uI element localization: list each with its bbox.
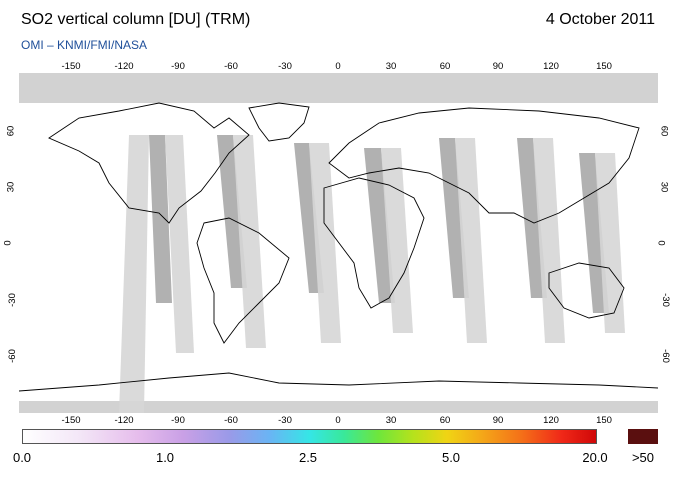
map-date: 4 October 2011 [545,11,655,28]
lat-label-right: 60 [658,125,670,137]
lat-label-left: -60 [6,349,18,363]
map-subtitle: OMI – KNMI/FMI/NASA [21,38,148,52]
swath-light-strip [309,143,341,343]
so2-map [19,73,658,413]
colorbar-label: 20.0 [582,450,608,465]
coastlines [19,102,658,392]
lat-label-left: -30 [6,293,18,307]
swath-dark-strip [439,138,469,298]
lon-label-bottom: -60 [224,415,238,426]
lon-label-top: 120 [543,61,559,72]
swath-light-strip [533,138,565,343]
lon-label-bottom: 90 [492,415,504,426]
coastline-greenland [248,102,310,142]
lon-label-bottom: 120 [543,415,559,426]
swath-light-strip [455,138,487,343]
lon-label-top: 60 [439,61,451,72]
coastline-south-america [196,217,290,344]
swath-dark-strip [364,148,395,303]
swath-light-strip [233,135,266,348]
lon-label-top: -60 [224,61,238,72]
lon-label-top: 150 [596,61,612,72]
lat-label-left: 0 [2,240,14,246]
colorbar-overflow-swatch [628,429,658,444]
colorbar-overflow-label: >50 [631,450,655,465]
lon-label-top: -90 [171,61,185,72]
colorbar-label: 2.5 [298,450,318,465]
swath-dark-strip [217,135,247,288]
coastline-europe-asia [328,107,640,224]
colorbar-label: 5.0 [441,450,461,465]
coastline-africa [323,177,425,309]
colorbar-gradient [22,429,597,444]
lon-label-bottom: -120 [114,415,134,426]
lon-label-bottom: 150 [596,415,612,426]
orbit-swaths [119,135,625,413]
swath-dark-strip [149,135,172,303]
coastline-antarctica [19,372,658,392]
south-pole-no-data [19,401,658,413]
swath-light-strip [165,135,194,353]
lat-label-right: 30 [658,181,670,193]
lat-label-right: -30 [659,293,671,307]
lat-label-left: 30 [5,181,17,193]
lat-label-right: 0 [655,240,667,246]
lon-label-top: -30 [278,61,292,72]
lon-label-bottom: -90 [171,415,185,426]
lon-label-bottom: 30 [385,415,397,426]
lat-label-left: 60 [5,125,17,137]
map-title: SO2 vertical column [DU] (TRM) [21,11,251,28]
lon-label-bottom: -30 [278,415,292,426]
colorbar-label: 1.0 [155,450,175,465]
lon-label-top: 0 [335,61,341,72]
swath-dark-strip [517,138,547,298]
swath-dark-strip [579,153,609,313]
lon-label-bottom: -150 [61,415,81,426]
coastline-australia [548,262,625,319]
lat-label-right: -60 [659,349,671,363]
swath-light-strip [595,153,625,333]
lon-label-bottom: 0 [335,415,341,426]
lon-label-top: 90 [492,61,504,72]
lon-label-bottom: 60 [439,415,451,426]
coastline-north-america [48,102,250,224]
lon-label-top: -120 [114,61,134,72]
colorbar-label: 0.0 [12,450,32,465]
lon-label-top: 30 [385,61,397,72]
swath-light-strip [381,148,413,333]
north-pole-no-data [19,73,658,103]
lon-label-top: -150 [61,61,81,72]
